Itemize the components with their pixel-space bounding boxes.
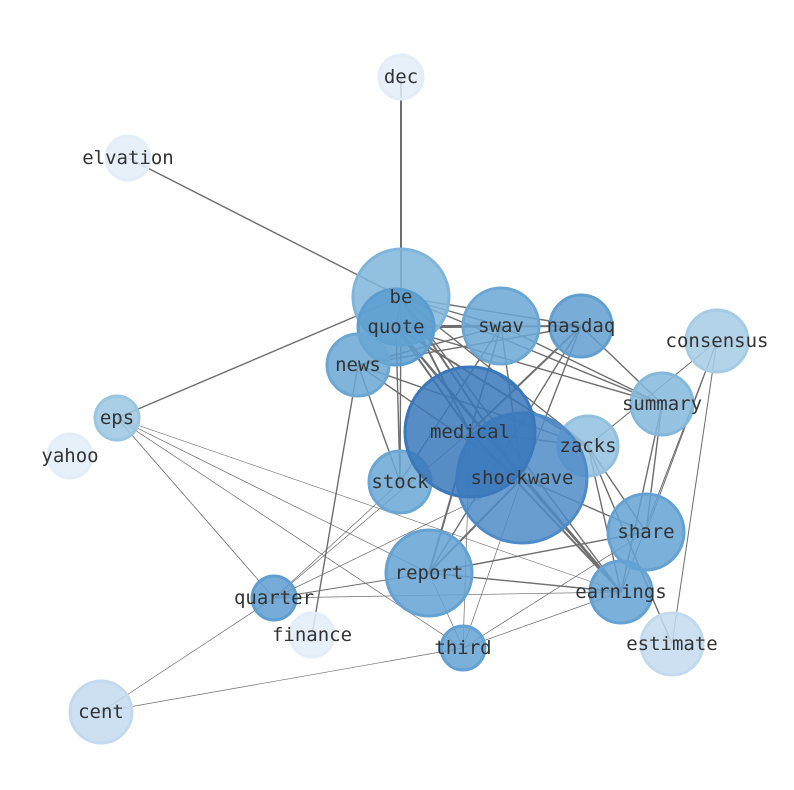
node-label-quote: quote (367, 316, 424, 338)
node-label-quarter: quarter (234, 587, 314, 609)
node-report[interactable] (384, 528, 474, 618)
node-estimate[interactable] (639, 611, 705, 677)
edge-cent-quarter (100, 597, 275, 713)
edge-quote-summary (395, 326, 663, 405)
node-earnings[interactable] (588, 559, 654, 625)
node-consensus[interactable] (684, 308, 750, 374)
node-eps[interactable] (93, 394, 141, 442)
node-label-report: report (395, 562, 464, 584)
edge-eps-quarter (116, 417, 275, 599)
node-label-swav: swav (478, 315, 524, 337)
node-quarter[interactable] (250, 574, 298, 622)
node-news[interactable] (325, 332, 391, 398)
node-cent[interactable] (68, 679, 134, 745)
edge-consensus-estimate (671, 340, 718, 645)
node-third[interactable] (439, 624, 487, 672)
node-label-dec: dec (384, 66, 418, 88)
node-label-medical: medical (430, 421, 510, 443)
node-label-earnings: earnings (575, 581, 667, 603)
node-label-finance: finance (272, 624, 352, 646)
node-label-nasdaq: nasdaq (547, 315, 616, 337)
node-share[interactable] (606, 492, 686, 572)
node-yahoo[interactable] (46, 432, 94, 480)
nodes-layer (46, 53, 750, 745)
node-label-zacks: zacks (559, 435, 616, 457)
node-finance[interactable] (288, 611, 336, 659)
node-dec[interactable] (377, 53, 425, 101)
edge-eps-report (116, 417, 430, 574)
node-label-elvation: elvation (82, 147, 174, 169)
node-label-third: third (434, 637, 491, 659)
node-label-shockwave: shockwave (471, 467, 574, 489)
node-summary[interactable] (629, 371, 695, 437)
labels-layer: dec elvation be quote swav nasdaq consensus new… (41, 66, 768, 723)
node-label-estimate: estimate (626, 633, 718, 655)
edge-eps-earnings (116, 417, 622, 593)
node-label-cent: cent (78, 701, 124, 723)
node-label-stock: stock (371, 471, 429, 493)
node-label-consensus: consensus (666, 330, 769, 352)
node-elvation[interactable] (104, 134, 152, 182)
node-label-news: news (335, 354, 381, 376)
edge-eps-be (116, 296, 402, 419)
node-label-be: be (390, 286, 413, 308)
edge-cent-third (100, 647, 464, 713)
edge-finance-news (311, 364, 359, 636)
node-label-eps: eps (100, 407, 134, 429)
node-swav[interactable] (461, 286, 541, 366)
node-medical[interactable] (403, 365, 537, 499)
node-label-summary: summary (622, 393, 702, 415)
edge-elvation-be (127, 157, 402, 298)
node-label-yahoo: yahoo (41, 445, 98, 467)
node-nasdaq[interactable] (548, 293, 614, 359)
node-label-share: share (617, 521, 674, 543)
